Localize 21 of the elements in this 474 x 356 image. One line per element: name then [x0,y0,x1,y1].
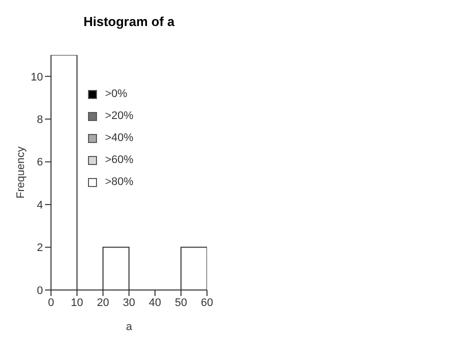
x-axis-title: a [126,321,133,333]
y-axis-title: Frequency [14,146,27,198]
x-tick-label: 30 [122,296,136,309]
annotation: >20% [105,110,134,122]
y-tick-label: 10 [30,71,43,84]
x-tick-label: 60 [200,296,214,309]
x-tick-label: 0 [48,296,54,309]
x-tick-label: 10 [70,296,84,309]
x-tick-label: 40 [148,296,162,309]
y-tick-label: 4 [36,199,43,212]
annotation: >0% [105,88,128,100]
annotation: >80% [105,176,134,188]
y-tick-label: 6 [36,156,43,169]
annotation: >40% [105,132,134,144]
y-tick-label: 0 [36,284,43,297]
chart-title: Histogram of a [82,14,176,29]
annotation: >60% [105,154,134,166]
y-tick-label: 2 [36,242,43,254]
x-tick-label: 20 [96,296,110,309]
x-tick-label: 50 [174,296,188,309]
y-tick-label: 8 [36,114,43,126]
